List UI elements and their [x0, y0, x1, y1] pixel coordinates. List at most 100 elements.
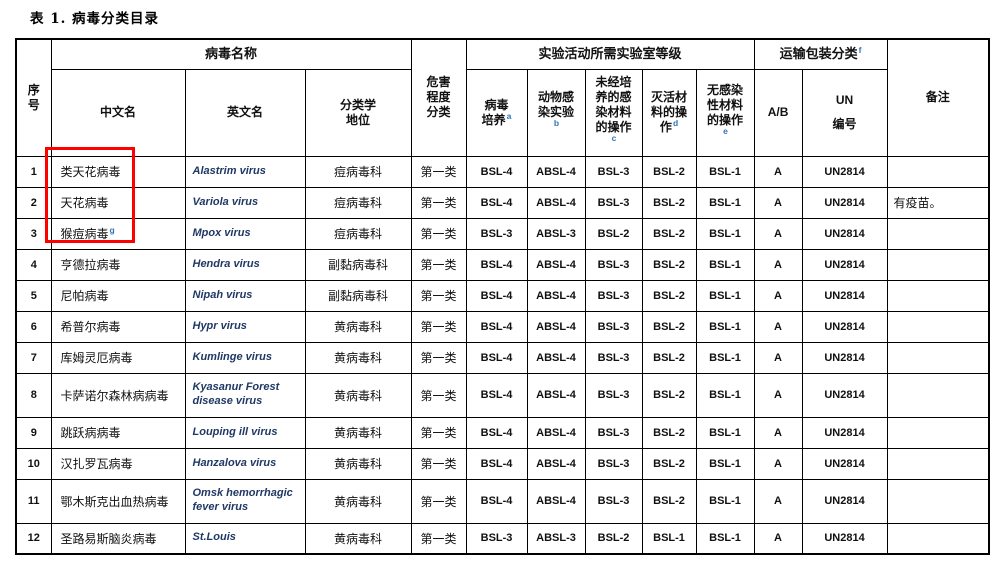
table-row: 11 鄂木斯克出血热病毒 Omsk hemorrhagic fever viru…	[15, 478, 990, 524]
footnote-marker-a: a	[506, 110, 512, 121]
transport-un: UN2814	[801, 341, 888, 374]
col-header-un: UN 编号	[801, 68, 888, 157]
bsl-animal-infection: ABSL-4	[526, 186, 586, 219]
col-header-noninfectious-material: 无感染性材料的操作e	[695, 68, 755, 157]
col-group-virus-name: 病毒名称	[50, 38, 412, 70]
virus-family: 黄病毒科	[304, 310, 412, 343]
bsl-inactivated-material: BSL-2	[641, 186, 697, 219]
table-row: 8 卡萨诺尔森林病病毒 Kyasanur Forest disease viru…	[15, 372, 990, 418]
remark	[886, 217, 990, 250]
row-number: 8	[15, 372, 52, 418]
bsl-noninfectious-material: BSL-1	[695, 248, 755, 281]
virus-family: 痘病毒科	[304, 155, 412, 188]
hazard-class: 第一类	[410, 248, 467, 281]
bsl-inactivated-material: BSL-1	[641, 522, 697, 555]
bsl-noninfectious-material: BSL-1	[695, 155, 755, 188]
remark	[886, 522, 990, 555]
virus-family: 黄病毒科	[304, 416, 412, 449]
bsl-noninfectious-material: BSL-1	[695, 447, 755, 480]
transport-ab: A	[753, 341, 803, 374]
hazard-class: 第一类	[410, 447, 467, 480]
virus-name-cn: 天花病毒	[50, 186, 186, 219]
row-number: 4	[15, 248, 52, 281]
bsl-virus-culture: BSL-4	[465, 279, 528, 312]
virus-family: 黄病毒科	[304, 522, 412, 555]
bsl-virus-culture: BSL-4	[465, 341, 528, 374]
bsl-animal-infection: ABSL-4	[526, 478, 586, 524]
col-group-transport: 运输包装分类f	[753, 38, 888, 70]
bsl-animal-infection: ABSL-4	[526, 341, 586, 374]
transport-ab: A	[753, 155, 803, 188]
virus-name-en: Kyasanur Forest disease virus	[184, 372, 306, 418]
row-number: 6	[15, 310, 52, 343]
bsl-uncultured-material: BSL-2	[584, 522, 643, 555]
bsl-noninfectious-material: BSL-1	[695, 341, 755, 374]
col-header-ab: A/B	[753, 68, 803, 157]
hazard-class: 第一类	[410, 372, 467, 418]
bsl-virus-culture: BSL-4	[465, 310, 528, 343]
bsl-uncultured-material: BSL-3	[584, 186, 643, 219]
col-header-uncultured-material: 未经培养的感染材料的操作c	[584, 68, 643, 157]
virus-name-en: Hypr virus	[184, 310, 306, 343]
transport-un: UN2814	[801, 478, 888, 524]
bsl-virus-culture: BSL-4	[465, 248, 528, 281]
bsl-uncultured-material: BSL-3	[584, 248, 643, 281]
bsl-inactivated-material: BSL-2	[641, 341, 697, 374]
transport-ab: A	[753, 186, 803, 219]
hazard-class: 第一类	[410, 155, 467, 188]
transport-ab: A	[753, 522, 803, 555]
hazard-class: 第一类	[410, 522, 467, 555]
table-row: 5 尼帕病毒 Nipah virus 副黏病毒科 第一类 BSL-4 ABSL-…	[15, 279, 990, 312]
bsl-animal-infection: ABSL-4	[526, 248, 586, 281]
hazard-class: 第一类	[410, 416, 467, 449]
virus-name-en: Nipah virus	[184, 279, 306, 312]
bsl-virus-culture: BSL-3	[465, 522, 528, 555]
bsl-virus-culture: BSL-4	[465, 186, 528, 219]
transport-ab: A	[753, 372, 803, 418]
bsl-virus-culture: BSL-4	[465, 447, 528, 480]
bsl-virus-culture: BSL-4	[465, 478, 528, 524]
footnote-marker-c: c	[611, 133, 617, 143]
table-body: 1 类天花病毒 Alastrim virus 痘病毒科 第一类 BSL-4 AB…	[15, 155, 990, 555]
transport-ab: A	[753, 478, 803, 524]
col-header-animal-infection: 动物感染实验b	[526, 68, 586, 157]
remark	[886, 310, 990, 343]
bsl-inactivated-material: BSL-2	[641, 416, 697, 449]
bsl-animal-infection: ABSL-4	[526, 416, 586, 449]
bsl-animal-infection: ABSL-4	[526, 372, 586, 418]
virus-family: 黄病毒科	[304, 447, 412, 480]
bsl-animal-infection: ABSL-4	[526, 447, 586, 480]
table-header: 序号 病毒名称 危害程度分类 实验活动所需实验室等级 运输包装分类f 备注 中文…	[15, 38, 990, 157]
virus-name-en: Louping ill virus	[184, 416, 306, 449]
col-header-cn-name: 中文名	[50, 68, 186, 157]
col-header-taxonomy: 分类学地位	[304, 68, 412, 157]
row-number: 11	[15, 478, 52, 524]
col-header-remark: 备注	[886, 38, 990, 157]
bsl-virus-culture: BSL-4	[465, 416, 528, 449]
transport-un: UN2814	[801, 248, 888, 281]
bsl-noninfectious-material: BSL-1	[695, 478, 755, 524]
col-header-no: 序号	[15, 38, 52, 157]
virus-name-cn: 尼帕病毒	[50, 279, 186, 312]
transport-ab: A	[753, 416, 803, 449]
row-number: 7	[15, 341, 52, 374]
bsl-animal-infection: ABSL-3	[526, 522, 586, 555]
virus-classification-table: 序号 病毒名称 危害程度分类 实验活动所需实验室等级 运输包装分类f 备注 中文…	[15, 38, 991, 555]
row-number: 10	[15, 447, 52, 480]
hazard-class: 第一类	[410, 310, 467, 343]
virus-name-cn: 圣路易斯脑炎病毒	[50, 522, 186, 555]
virus-name-en: Kumlinge virus	[184, 341, 306, 374]
transport-un: UN2814	[801, 447, 888, 480]
remark	[886, 341, 990, 374]
bsl-noninfectious-material: BSL-1	[695, 416, 755, 449]
table-row: 1 类天花病毒 Alastrim virus 痘病毒科 第一类 BSL-4 AB…	[15, 155, 990, 188]
transport-un: UN2814	[801, 372, 888, 418]
virus-name-en: Alastrim virus	[184, 155, 306, 188]
table-row: 6 希普尔病毒 Hypr virus 黄病毒科 第一类 BSL-4 ABSL-4…	[15, 310, 990, 343]
virus-family: 黄病毒科	[304, 478, 412, 524]
bsl-uncultured-material: BSL-3	[584, 447, 643, 480]
row-number: 5	[15, 279, 52, 312]
remark	[886, 447, 990, 480]
bsl-animal-infection: ABSL-4	[526, 155, 586, 188]
